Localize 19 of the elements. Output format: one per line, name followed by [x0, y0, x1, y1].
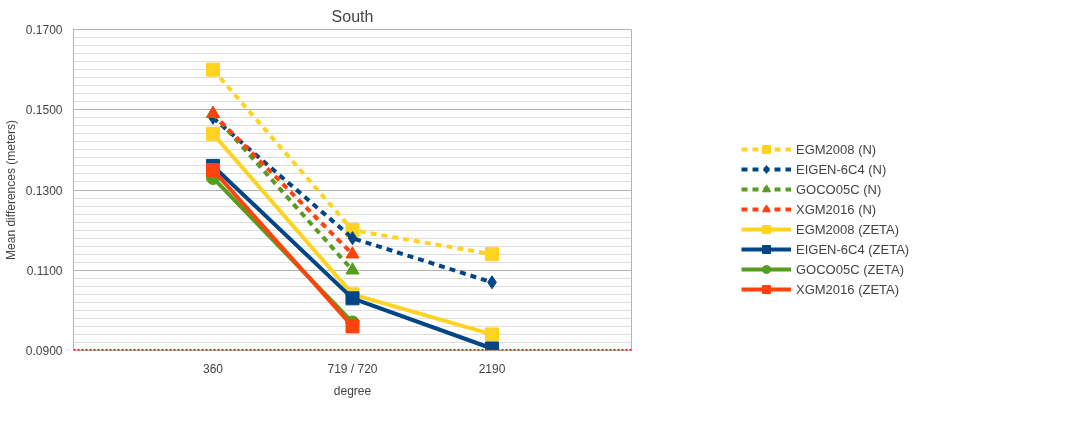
y-tick-label: 0.1500	[25, 103, 63, 118]
legend-label: XGM2016 (ZETA)	[796, 281, 900, 297]
x-tick-label: 360	[202, 361, 224, 376]
legend-label: EGM2008 (ZETA)	[796, 221, 900, 237]
y-axis-title: Mean differences (meters)	[3, 120, 18, 260]
chart-title: South	[331, 7, 374, 25]
y-tick-label: 0.1700	[25, 23, 63, 37]
legend-label: XGM2016 (N)	[796, 201, 877, 217]
legend-label: GOCO05C (N)	[796, 181, 882, 197]
x-tick-label: 719 / 720	[327, 361, 378, 376]
legend-label: GOCO05C (ZETA)	[796, 261, 905, 277]
y-tick-label: 0.0900	[25, 344, 63, 358]
x-tick-label: 2190	[478, 361, 506, 376]
legend-label: EGM2008 (N)	[796, 141, 877, 157]
y-tick-label: 0.1300	[25, 183, 63, 198]
x-axis-title: degree	[333, 383, 372, 398]
legend-label: EIGEN-6C4 (ZETA)	[796, 241, 910, 257]
legend-label: EIGEN-6C4 (N)	[796, 161, 887, 177]
y-tick-label: 0.1100	[26, 263, 63, 278]
